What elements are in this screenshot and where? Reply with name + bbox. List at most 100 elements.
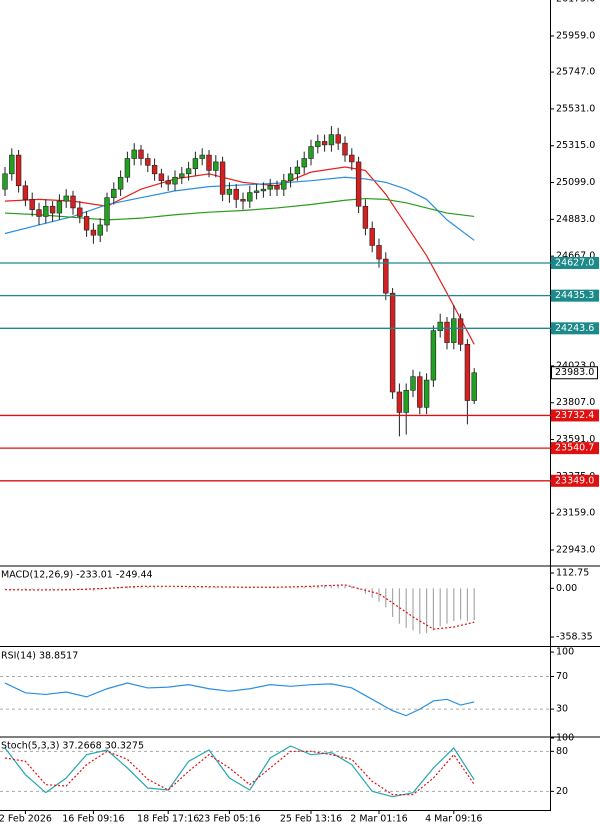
candle-body [104,197,110,226]
candle-body [213,161,219,171]
candle-body [451,318,457,343]
indicator-title: MACD(12,26,9) -233.01 -249.44 [1,570,153,581]
candle-body [56,200,63,214]
x-tick-label: 16 Feb 09:16 [62,814,124,825]
candle-body [90,229,97,236]
y-tick-label: 26175.0 [556,0,595,5]
candle-body [206,154,212,171]
candle-body [240,199,246,202]
candle-body [36,209,42,217]
candle-body [2,173,8,190]
y-tick-label: 100 [556,647,574,658]
level-label: 24243.6 [555,323,594,334]
level-label: 23540.7 [555,443,594,454]
candle-body [63,195,69,202]
candle-body [97,224,103,236]
candle-body [281,180,287,190]
y-tick-label: 25959.0 [556,30,595,41]
indicator-title: Stoch(5,3,3) 37.2668 30.3275 [1,741,144,752]
x-tick-label: 23 Feb 05:16 [198,814,260,825]
candle-body [328,134,335,146]
y-tick-label: 30 [556,704,568,715]
y-tick-label: 23159.0 [556,508,595,519]
candle-body [22,185,29,200]
candle-body [396,391,403,413]
candle-body [457,318,464,345]
candle-body [165,180,171,185]
candle-body [437,321,443,331]
candle-body [349,154,355,163]
candle-body [430,330,437,381]
candle-body [83,216,90,231]
indicator-line [4,745,475,798]
y-tick-label: 23591.0 [556,434,595,445]
x-tick-label: 25 Feb 13:16 [280,814,342,825]
y-tick-label: 25099.0 [556,177,595,188]
candle-body [253,190,260,193]
y-tick-label: 25531.0 [556,103,595,114]
level-label-box [551,256,599,269]
candle-body [464,343,471,401]
level-label-box [551,322,599,335]
macd-signal [4,584,475,630]
level-label-box [551,442,599,455]
candle-body [226,188,233,195]
candle-body [233,188,239,200]
candle-body [111,188,117,199]
current-price-label: 23983.0 [555,367,594,378]
y-tick-label: 100 [556,733,574,744]
level-label-box [551,409,599,422]
candle-body [410,376,416,391]
candle-body [77,207,83,217]
candle-body [423,379,430,408]
candle-body [335,134,341,144]
candle-body [70,195,76,209]
candle-body [9,154,15,175]
candle-body [29,199,35,210]
candle-body [376,245,382,260]
candle-body [389,292,396,393]
y-tick-label: 20 [556,786,568,797]
candle-body [138,149,144,159]
y-tick-label: 80 [556,746,568,757]
x-tick-label: 2 Feb 2026 [0,814,52,825]
candle-body [117,176,124,190]
level-label: 23349.0 [555,475,594,486]
candle-body [185,168,192,175]
candle-body [369,228,375,246]
indicator-title: RSI(14) 38.8517 [1,651,78,662]
indicator-line [4,750,475,796]
x-tick-label: 2 Mar 01:16 [350,814,407,825]
candle-body [287,173,294,181]
candle-body [43,205,49,217]
candle-body [342,142,348,156]
y-tick-label: 25747.0 [556,67,595,78]
y-tick-label: -358.35 [556,632,593,643]
candle-body [172,176,178,185]
candle-body [355,161,362,207]
candle-body [219,161,226,195]
y-tick-label: 25315.0 [556,140,595,151]
candle-body [179,173,185,178]
current-price-box [551,366,598,380]
candle-body [308,146,314,159]
x-tick-label: 4 Mar 09:16 [425,814,482,825]
level-label: 24627.0 [555,257,594,268]
candle-body [444,321,450,343]
level-label: 24435.3 [555,290,594,301]
indicator-line [4,682,475,717]
candle-body [301,158,307,168]
candle-body [199,154,205,159]
candle-body [192,158,199,170]
y-tick-label: 22943.0 [556,545,595,556]
y-tick-label: 23807.0 [556,397,595,408]
y-tick-label: 24667.0 [556,251,595,262]
level-label: 23732.4 [555,410,594,421]
candle-body [158,173,165,181]
candle-body [403,390,409,413]
candle-body [383,258,389,294]
candle-body [471,372,477,401]
candle-body [260,188,267,192]
